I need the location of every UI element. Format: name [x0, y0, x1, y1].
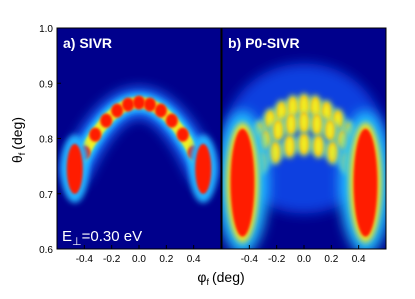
heatmap [222, 28, 386, 249]
x-tick-label: 0.2 [159, 254, 173, 265]
x-tick-label: 0.0 [297, 254, 311, 265]
intensity-spot-edge [272, 118, 285, 143]
y-tick-label: 0.7 [39, 190, 53, 201]
intensity-spot [154, 103, 167, 118]
panel-label: a) SIVR [63, 35, 112, 51]
intensity-core [230, 128, 255, 237]
intensity-core [195, 143, 212, 194]
axis-subscript: f [206, 277, 209, 287]
axis-label: φf (deg) [197, 269, 244, 287]
axis-unit: (deg) [212, 269, 245, 285]
intensity-spot [89, 127, 102, 142]
intensity-spot [111, 103, 124, 118]
axis-unit: (deg) [9, 117, 25, 150]
x-tick-label: -0.2 [103, 254, 121, 265]
x-tick-label: -0.4 [241, 254, 259, 265]
x-tick-label: 0.4 [187, 254, 201, 265]
axis-subscript: f [17, 152, 27, 155]
intensity-spot-edge [298, 109, 310, 134]
y-tick-label: 0.9 [39, 79, 53, 90]
axis-symbol: φ [197, 269, 206, 285]
intensity-spot-edge [298, 93, 310, 118]
intensity-spot [165, 113, 178, 128]
intensity-core [353, 128, 378, 237]
intensity-spot [133, 95, 145, 110]
axis-symbol: θ [9, 155, 25, 163]
panel-label: b) P0-SIVR [228, 35, 300, 51]
intensity-spot [176, 127, 189, 142]
intensity-core [66, 143, 83, 194]
intensity-spot-edge [298, 132, 310, 157]
annotation-symbol: E [62, 228, 72, 245]
y-tick-label: 1.0 [39, 24, 53, 35]
intensity-spot-edge [269, 140, 282, 165]
heatmap [57, 28, 221, 249]
intensity-spot-edge [310, 111, 323, 136]
annotation-text: =0.30 eV [82, 228, 142, 245]
x-tick-label: -0.4 [76, 254, 94, 265]
intensity-spot-edge [312, 134, 325, 159]
intensity-spot-edge [283, 134, 296, 159]
annotation: E⊥=0.30 eV [62, 228, 142, 248]
annotation-subscript: ⊥ [72, 236, 82, 248]
intensity-spot [122, 97, 135, 112]
x-tick-label: -0.2 [268, 254, 286, 265]
intensity-spot-edge [326, 140, 339, 165]
intensity-spot-edge [285, 111, 298, 136]
y-tick-label: 0.8 [39, 135, 53, 146]
intensity-spot-edge [323, 118, 336, 143]
plot-layer: a) SIVR -0.4 -0.2 0.0 0.2 0.4 0.6 0.7 0.8 0.9 1.0 θ… [9, 24, 387, 287]
axis-label: θf (deg) [9, 117, 27, 163]
intensity-spot [143, 97, 156, 112]
x-tick-label: 0.0 [132, 254, 146, 265]
x-tick-label: 0.2 [324, 254, 338, 265]
y-tick-label: 0.6 [39, 245, 53, 256]
x-tick-label: 0.4 [352, 254, 366, 265]
intensity-spot [100, 113, 113, 128]
